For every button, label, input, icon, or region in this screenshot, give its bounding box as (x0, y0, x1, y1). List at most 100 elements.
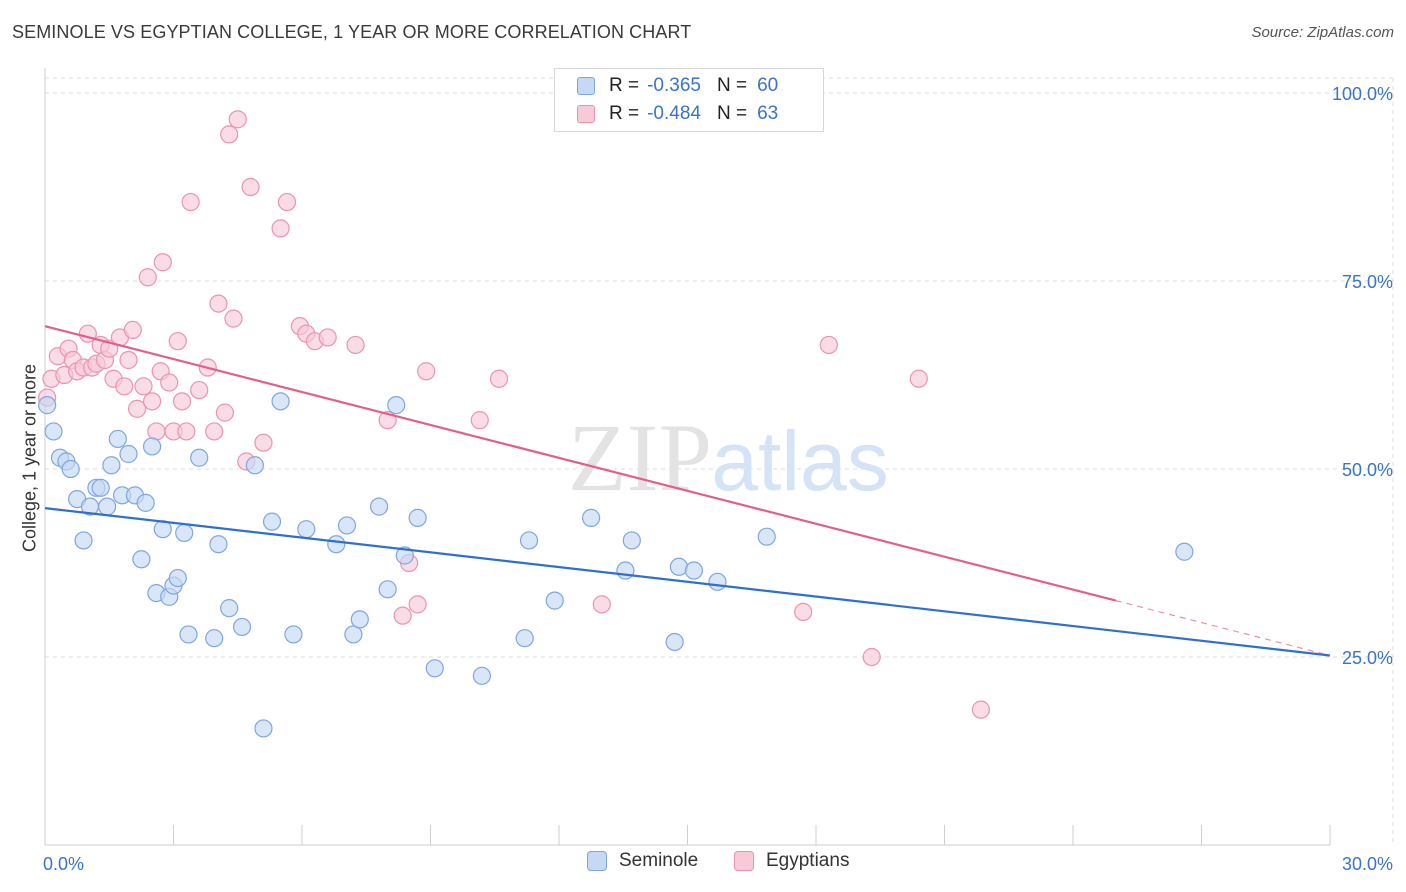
egyptians-swatch (734, 851, 754, 871)
egyptians-point (346, 335, 365, 355)
egyptians-legend-label: Egyptians (766, 850, 850, 871)
seminole-point (582, 508, 601, 527)
egyptians-point (168, 332, 187, 351)
seminole-point (108, 429, 127, 449)
legend-row-seminole: R = -0.365 N = 60 (577, 72, 778, 100)
legend-swatch-seminole (577, 77, 595, 95)
seminole-point (297, 520, 316, 539)
egyptians-trend-line (44, 325, 1117, 602)
seminole-point (271, 392, 290, 411)
trend-lines (44, 325, 1331, 657)
y-tick-label: 75.0% (1342, 272, 1393, 292)
seminole-swatch (587, 851, 607, 871)
legend-n-value: 63 (757, 103, 779, 124)
correlation-legend: R = -0.365 N = 60 R = -0.484 N = 63 (554, 68, 824, 132)
tick-labels: 25.0% 50.0% 75.0% 100.0% 0.0% 30.0% (43, 84, 1393, 874)
egyptians-point (489, 369, 509, 388)
seminole-point (472, 666, 491, 685)
seminole-point (132, 550, 151, 569)
chart-source: Source: ZipAtlas.com (1251, 24, 1394, 41)
egyptians-point (177, 422, 196, 441)
seminole-point (395, 546, 414, 565)
seminole-point (622, 531, 641, 550)
egyptians-point (408, 595, 427, 614)
seminole-points (38, 392, 1194, 738)
egyptians-point (134, 377, 153, 396)
seminole-point (74, 531, 93, 550)
legend-r-value: -0.365 (647, 75, 701, 96)
egyptians-point (862, 647, 881, 667)
egyptians-point (271, 219, 290, 238)
egyptians-point (160, 373, 179, 392)
seminole-point (370, 497, 389, 516)
watermark: ZIP atlas (568, 404, 889, 511)
seminole-point (387, 396, 406, 415)
watermark-atlas: atlas (711, 414, 888, 508)
egyptians-point (228, 110, 247, 129)
egyptians-points (38, 110, 991, 719)
seminole-legend-label: Seminole (619, 850, 699, 871)
seminole-point (220, 599, 239, 618)
series-legend: Seminole Egyptians (0, 850, 1406, 878)
seminole-point (254, 719, 273, 738)
y-axis-label: College, 1 year or more (19, 363, 40, 553)
seminole-point (708, 572, 727, 591)
egyptians-point (393, 606, 412, 625)
chart-title: SEMINOLE VS EGYPTIAN COLLEGE, 1 YEAR OR … (12, 22, 692, 42)
seminole-point (209, 535, 228, 554)
legend-r-value: -0.484 (647, 103, 701, 124)
y-tick-label: 100.0% (1332, 84, 1393, 104)
egyptians-point (470, 411, 489, 430)
egyptians-point (142, 392, 162, 411)
legend-n-label: N = (716, 75, 748, 96)
seminole-point (757, 527, 776, 546)
egyptians-point (115, 377, 134, 396)
seminole-point (179, 625, 198, 644)
seminole-point (245, 456, 264, 475)
egyptians-point (127, 399, 147, 418)
seminole-point (665, 632, 684, 652)
seminole-point (1175, 542, 1194, 561)
seminole-point (262, 512, 282, 531)
x-tick-label: 0.0% (43, 854, 84, 874)
seminole-point (515, 629, 534, 648)
egyptians-point (417, 362, 436, 381)
legend-row-egyptians: R = -0.484 N = 63 (577, 100, 778, 128)
seminole-point (519, 531, 539, 550)
egyptians-point (254, 433, 273, 452)
seminole-point (350, 610, 369, 629)
egyptians-point (794, 602, 813, 621)
egyptians-point (971, 700, 991, 719)
seminole-point (408, 508, 427, 527)
seminole-point (102, 456, 121, 475)
egyptians-point (209, 294, 228, 313)
seminole-point (190, 448, 209, 467)
seminole-point (205, 629, 224, 648)
egyptians-point (190, 380, 209, 400)
legend-n-label: N = (716, 103, 748, 124)
x-tick-label: 30.0% (1342, 854, 1393, 874)
seminole-point (337, 516, 357, 535)
egyptians-point (119, 350, 138, 370)
legend-r-label: R = (609, 103, 640, 124)
seminole-point (142, 437, 162, 456)
seminole-point (168, 568, 187, 588)
seminole-point (175, 523, 194, 543)
seminole-point (91, 478, 110, 497)
series-legend-seminole: Seminole (587, 850, 698, 872)
seminole-point (616, 561, 635, 580)
legend-r-label: R = (609, 75, 640, 96)
seminole-point (61, 459, 80, 479)
egyptians-point (147, 422, 166, 441)
seminole-point (136, 493, 155, 512)
seminole-point (98, 497, 117, 516)
seminole-point (119, 444, 138, 464)
egyptians-point (138, 268, 157, 287)
seminole-point (378, 580, 397, 599)
egyptians-point (318, 328, 337, 347)
egyptians-point (241, 177, 260, 197)
egyptians-point (123, 320, 142, 340)
seminole-point (284, 625, 303, 644)
seminole-point (232, 617, 252, 637)
